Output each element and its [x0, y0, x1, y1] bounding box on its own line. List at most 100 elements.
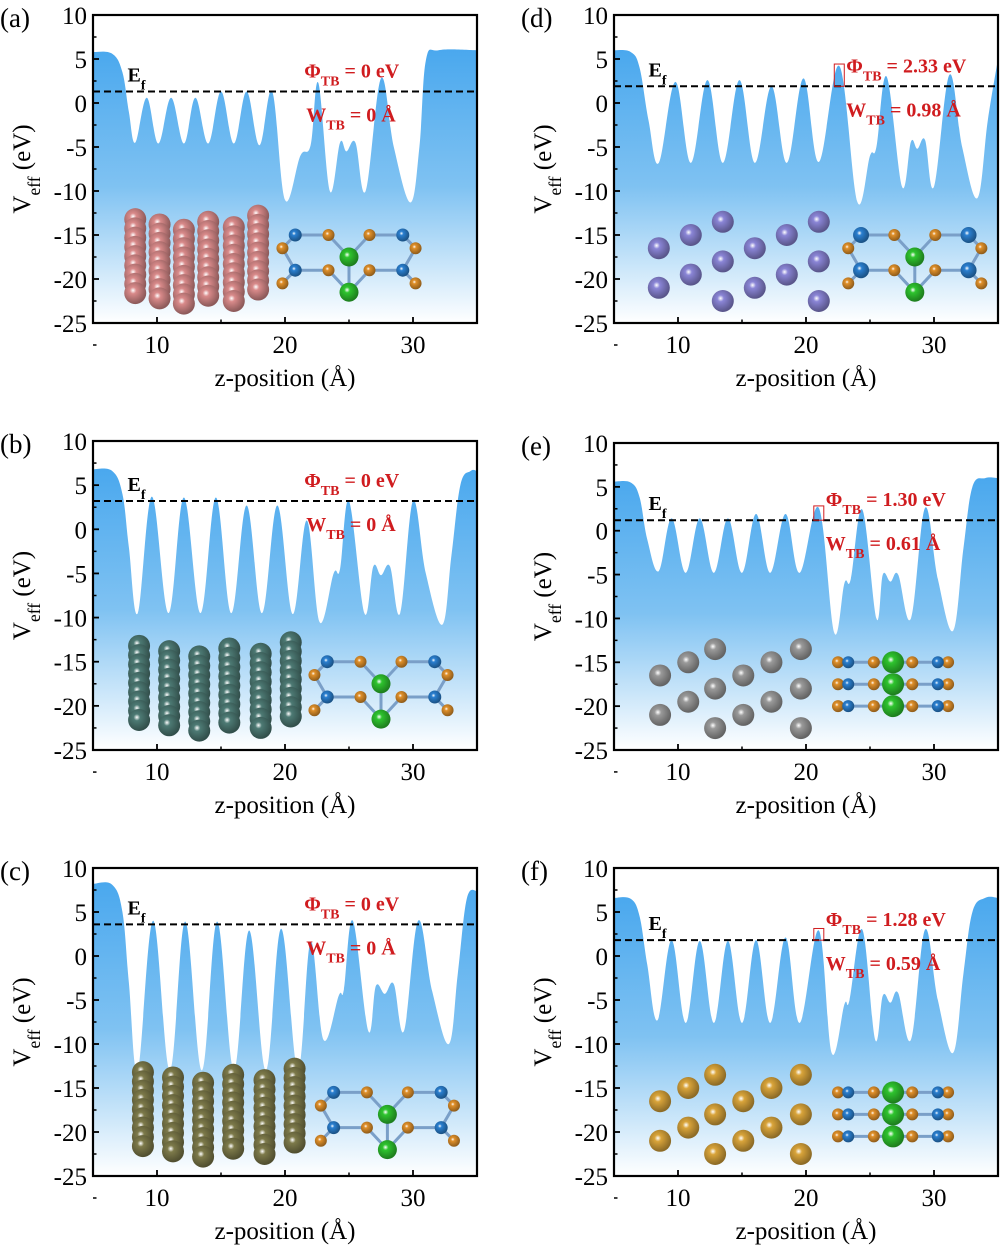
y-axis-label-group: Veff (eV) — [530, 977, 565, 1066]
blue-atom — [842, 678, 855, 691]
y-tick-label: -15 — [54, 223, 87, 250]
metal-atom — [704, 1103, 727, 1126]
y-tick-label: -15 — [575, 650, 608, 677]
y-axis-label: Veff (eV) — [530, 124, 565, 213]
vdw-layer-atoms — [314, 1085, 460, 1160]
x-tick-label: 30 — [922, 759, 947, 786]
orange-atom — [447, 1134, 460, 1147]
x-tick-label: 30 — [401, 332, 426, 359]
blue-atom — [320, 690, 334, 704]
metal-slab-atoms — [647, 210, 830, 312]
orange-atom — [906, 656, 919, 669]
x-axis-label: z-position (Å) — [215, 1218, 356, 1245]
y-tick-label: 5 — [596, 900, 609, 927]
tunneling-barrier-box — [833, 63, 845, 87]
x-tick-label: 30 — [401, 1185, 426, 1212]
metal-atom — [677, 1077, 700, 1099]
w-tb-annotation: WTB = 0.61 Å — [826, 532, 941, 562]
orange-atom — [842, 277, 855, 290]
y-tick-label: 0 — [75, 91, 88, 118]
panel-label: (e) — [521, 431, 551, 461]
metal-atom — [647, 237, 670, 260]
green-atom — [377, 1104, 397, 1124]
y-tick-label: -5 — [66, 561, 87, 588]
panel-a: 10 20 30 10 5 0 -5 -10 -15 -20 -25 z-position (Å) Ve… — [0, 3, 479, 392]
y-tick-label: -25 — [575, 1164, 608, 1191]
y-tick-label: 0 — [75, 517, 88, 544]
orange-atom — [942, 1108, 955, 1121]
metal-atom — [649, 703, 672, 726]
green-atom — [905, 247, 925, 267]
orange-atom — [447, 1099, 460, 1112]
y-tick-label: 5 — [75, 473, 88, 500]
orange-atom — [832, 656, 844, 669]
y-tick-label: -25 — [575, 311, 608, 338]
y-tick-label: 10 — [62, 856, 87, 883]
metal-atom — [789, 1063, 812, 1086]
y-tick-label: -20 — [575, 1120, 608, 1147]
potential-area-d — [614, 50, 998, 323]
green-atom — [905, 282, 925, 302]
y-axis-label: Veff (eV) — [9, 124, 44, 213]
metal-atom — [158, 714, 181, 737]
x-tick-label: 10 — [666, 332, 691, 359]
y-tick-label: -25 — [575, 738, 608, 765]
y-tick-label: -10 — [54, 179, 87, 206]
x-axis-label: z-position (Å) — [215, 365, 356, 392]
blue-atom — [842, 1086, 855, 1099]
y-tick-label: 10 — [583, 3, 608, 30]
orange-atom — [322, 264, 335, 277]
metal-atom — [704, 638, 727, 661]
blue-atom — [320, 655, 334, 669]
metal-atom — [679, 263, 702, 286]
metal-atom — [743, 276, 766, 299]
blue-atom — [434, 1085, 448, 1099]
green-atom — [882, 1103, 905, 1126]
orange-atom — [975, 277, 988, 290]
blue-atom — [842, 1108, 855, 1121]
y-tick-label: -20 — [54, 267, 87, 294]
orange-atom — [276, 242, 289, 255]
metal-atom — [704, 1063, 727, 1086]
w-tb-annotation: WTB = 0 Å — [306, 936, 396, 966]
metal-atom — [192, 1145, 215, 1168]
panel-label: (f) — [521, 856, 548, 886]
x-tick-label: 30 — [922, 332, 947, 359]
orange-atom — [906, 700, 919, 713]
metal-atom — [732, 664, 755, 687]
orange-atom — [906, 1130, 919, 1143]
blue-atom — [931, 1108, 944, 1121]
orange-atom — [942, 656, 955, 669]
x-axis-label: z-position (Å) — [736, 365, 877, 392]
metal-atom — [775, 263, 798, 286]
y-axis-label-group: Veff (eV) — [9, 977, 44, 1066]
green-atom — [371, 674, 391, 694]
blue-atom — [842, 700, 855, 713]
orange-atom — [314, 1099, 327, 1112]
panel-e: 10 20 30 10 5 0 -5 -10 -15 -20 -25 z-position (Å) Ve… — [521, 431, 1000, 819]
metal-atom — [222, 290, 245, 312]
orange-atom — [441, 668, 454, 681]
metal-atom — [789, 1103, 812, 1126]
panel-label: (a) — [0, 3, 30, 33]
y-tick-label: -5 — [66, 135, 87, 162]
orange-atom — [308, 704, 321, 717]
y-axis-label: Veff (eV) — [9, 551, 44, 640]
orange-atom — [888, 264, 901, 277]
orange-atom — [832, 1086, 844, 1099]
metal-atom — [704, 1143, 727, 1165]
panel-f: 10 20 30 10 5 0 -5 -10 -15 -20 -25 z-position (Å) Ve… — [521, 856, 1000, 1245]
orange-atom — [867, 1086, 880, 1099]
metal-atom — [807, 250, 830, 273]
metal-atom — [760, 690, 783, 713]
tunneling-barrier-box — [813, 927, 825, 941]
y-tick-label: -15 — [575, 1076, 608, 1103]
phi-tb-annotation: ΦTB = 0 eV — [304, 470, 400, 499]
orange-atom — [401, 1086, 414, 1099]
y-tick-label: 0 — [596, 91, 609, 118]
y-tick-label: -15 — [54, 650, 87, 677]
metal-atom — [743, 237, 766, 260]
panel-c: 10 20 30 10 5 0 -5 -10 -15 -20 -25 z-position (Å) Ve… — [0, 856, 479, 1245]
x-tick-label: 10 — [145, 759, 170, 786]
blue-atom — [853, 227, 870, 243]
